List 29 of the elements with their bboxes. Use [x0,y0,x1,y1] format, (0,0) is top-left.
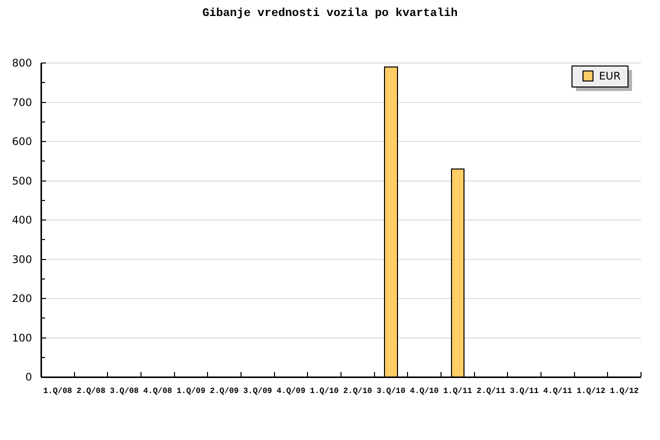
x-tick-label: 1.Q/09 [176,387,206,396]
x-tick-label: 4.Q/11 [543,387,572,396]
legend-label: EUR [599,70,621,83]
x-tick-label: 3.Q/11 [510,387,539,396]
y-tick-label: 500 [12,175,32,188]
x-tick-label: 3.Q/10 [376,387,406,396]
x-tick-label: 3.Q/08 [110,387,139,396]
x-tick-label: 1.Q/08 [43,387,72,396]
x-tick-label: 2.Q/10 [343,387,372,396]
x-tick-label: 1.Q/12 [610,387,639,396]
x-tick-label: 2.Q/11 [476,387,506,396]
y-tick-label: 100 [12,332,32,344]
x-tick-label: 2.Q/08 [76,387,106,396]
y-tick-label: 800 [12,58,32,70]
y-tick-label: 700 [12,96,32,109]
x-tick-label: 2.Q/09 [210,387,239,396]
x-tick-label: 1.Q/10 [310,387,339,396]
x-tick-label: 3.Q/09 [243,387,272,396]
chart-title: Gibanje vrednosti vozila po kvartalih [202,7,458,20]
x-tick-label: 1.Q/12 [576,387,606,396]
x-tick-label: 4.Q/10 [410,387,439,396]
y-tick-label: 400 [12,214,32,227]
x-tick-label: 1.Q/11 [443,387,472,396]
y-tick-label: 300 [12,254,32,266]
x-tick-label: 4.Q/09 [276,387,306,396]
y-tick-label: 200 [12,293,32,306]
x-tick-label: 4.Q/08 [143,387,172,396]
y-tick-label: 0 [25,372,32,384]
y-tick-label: 600 [12,136,32,148]
